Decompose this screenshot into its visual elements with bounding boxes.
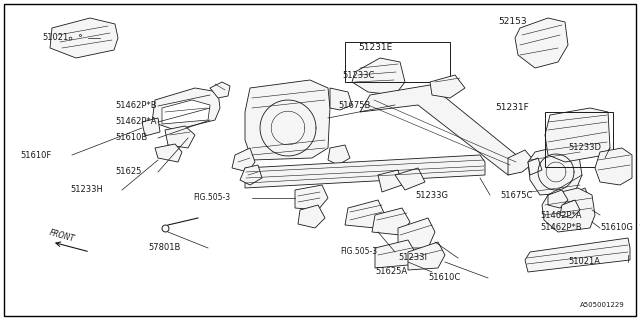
Text: FIG.505-3: FIG.505-3	[193, 194, 230, 203]
Polygon shape	[548, 190, 568, 208]
Text: 51233C: 51233C	[342, 70, 374, 79]
Polygon shape	[408, 242, 445, 270]
Polygon shape	[298, 205, 325, 228]
Bar	[345, 42, 450, 82]
Polygon shape	[210, 82, 230, 98]
Polygon shape	[245, 80, 330, 160]
Polygon shape	[142, 118, 160, 136]
Polygon shape	[528, 145, 582, 195]
Text: 51233I: 51233I	[398, 253, 427, 262]
Polygon shape	[542, 188, 595, 232]
Text: A505001229: A505001229	[580, 302, 625, 308]
Polygon shape	[232, 148, 255, 172]
Polygon shape	[515, 18, 568, 68]
Polygon shape	[240, 165, 262, 185]
Polygon shape	[528, 158, 542, 175]
Polygon shape	[575, 188, 590, 204]
Text: 51462P*B: 51462P*B	[540, 223, 582, 233]
Text: 51021A: 51021A	[568, 258, 600, 267]
Text: 51625A: 51625A	[375, 268, 407, 276]
Polygon shape	[295, 185, 328, 210]
Polygon shape	[560, 200, 580, 218]
Text: 51233H: 51233H	[70, 186, 103, 195]
Text: 51021: 51021	[42, 34, 68, 43]
Polygon shape	[360, 85, 522, 175]
Bar	[545, 112, 613, 167]
Text: 51625: 51625	[115, 167, 141, 177]
Polygon shape	[162, 100, 210, 124]
Text: 51675B: 51675B	[338, 100, 371, 109]
Polygon shape	[595, 148, 632, 185]
Polygon shape	[395, 168, 425, 190]
Polygon shape	[330, 88, 352, 110]
Polygon shape	[378, 170, 402, 192]
Text: 51675C: 51675C	[500, 190, 532, 199]
Text: FRONT: FRONT	[48, 228, 76, 244]
Polygon shape	[155, 144, 182, 162]
Text: 51610G: 51610G	[600, 223, 633, 233]
Polygon shape	[372, 208, 410, 235]
Text: 51462P*B: 51462P*B	[115, 101, 157, 110]
Polygon shape	[50, 18, 118, 58]
Text: FIG.505-3: FIG.505-3	[340, 247, 377, 257]
Text: 51231F: 51231F	[495, 103, 529, 113]
Polygon shape	[545, 108, 610, 162]
Text: 51233G: 51233G	[415, 190, 448, 199]
Polygon shape	[352, 58, 405, 95]
Polygon shape	[245, 155, 485, 188]
Polygon shape	[328, 145, 350, 165]
Text: 51462P*A: 51462P*A	[115, 117, 157, 126]
Polygon shape	[375, 240, 415, 268]
Polygon shape	[345, 200, 385, 228]
Polygon shape	[525, 238, 630, 272]
Polygon shape	[165, 126, 195, 148]
Text: 51462P*A: 51462P*A	[540, 211, 582, 220]
Polygon shape	[152, 88, 220, 130]
Text: 52153: 52153	[498, 18, 527, 27]
Polygon shape	[398, 218, 435, 248]
Text: 51610B: 51610B	[115, 133, 147, 142]
Text: 51610C: 51610C	[428, 274, 460, 283]
Polygon shape	[430, 75, 465, 98]
Text: 51610F: 51610F	[20, 150, 51, 159]
Text: 51233D: 51233D	[568, 143, 601, 153]
Text: 51231E: 51231E	[358, 44, 392, 52]
Polygon shape	[508, 150, 535, 175]
Text: 57801B: 57801B	[148, 244, 180, 252]
